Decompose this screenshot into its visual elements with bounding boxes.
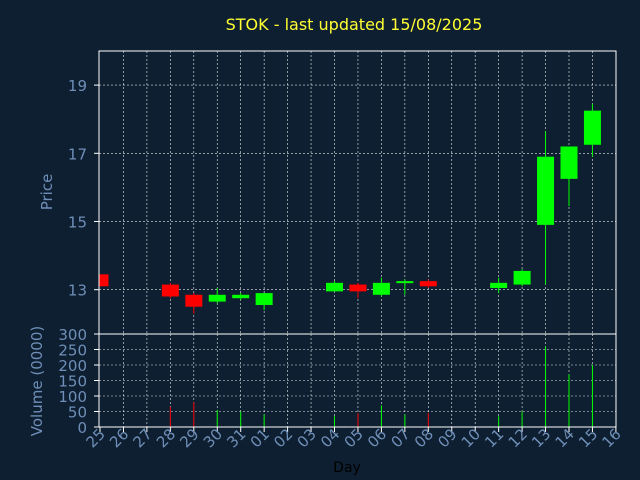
candle-body xyxy=(490,282,508,288)
candle-body xyxy=(560,146,578,179)
price-axis-label: Price xyxy=(38,174,56,211)
candle-body xyxy=(349,284,367,292)
volume-axis-label: Volume (0000) xyxy=(28,326,46,436)
x-tick-label: 10 xyxy=(458,425,484,451)
volume-tick-label: 50 xyxy=(68,404,87,422)
candle-body xyxy=(372,282,390,295)
x-tick-label: 14 xyxy=(552,425,578,451)
candle-body xyxy=(100,274,109,287)
volume-tick-label: 300 xyxy=(58,326,87,344)
price-ticks: 13 15 17 19 xyxy=(68,77,99,300)
candle-body xyxy=(326,282,343,292)
price-tick-label: 15 xyxy=(68,213,87,231)
candle-body xyxy=(513,270,531,285)
candle-body xyxy=(396,281,414,284)
price-tick-label: 13 xyxy=(68,282,87,300)
x-tick-label: 30 xyxy=(200,425,226,451)
x-tick-label: 15 xyxy=(575,425,601,451)
x-tick-label: 11 xyxy=(481,425,507,451)
candle-body xyxy=(232,294,250,299)
x-tick-label: 03 xyxy=(294,425,320,451)
candle-body xyxy=(419,281,437,287)
volume-tick-label: 0 xyxy=(77,419,87,437)
volume-tick-label: 200 xyxy=(58,357,87,375)
x-tick-label: 28 xyxy=(153,425,179,451)
x-tick-label: 31 xyxy=(223,425,249,451)
x-tick-label: 12 xyxy=(505,425,531,451)
price-tick-label: 19 xyxy=(68,77,87,95)
x-tick-label: 04 xyxy=(317,425,343,451)
candle-body xyxy=(208,294,226,302)
volume-tick-label: 150 xyxy=(58,373,87,391)
chart-title: STOK - last updated 15/08/2025 xyxy=(226,15,483,34)
volume-bars xyxy=(169,346,593,427)
candle-body xyxy=(185,294,203,307)
candles xyxy=(99,103,601,314)
x-axis-label: Day xyxy=(333,460,361,476)
x-tick-label: 05 xyxy=(341,425,367,451)
x-ticks: 2526272829303101020304050607080910111213… xyxy=(83,425,625,451)
x-tick-label: 06 xyxy=(364,425,390,451)
candle-body xyxy=(255,293,273,306)
x-tick-label: 16 xyxy=(598,425,624,451)
candle-body xyxy=(161,284,179,297)
volume-tick-label: 100 xyxy=(58,388,87,406)
candle-body xyxy=(583,110,601,145)
volume-tick-label: 250 xyxy=(58,342,87,360)
price-tick-label: 17 xyxy=(68,145,87,163)
x-tick-label: 27 xyxy=(129,425,155,451)
x-tick-label: 29 xyxy=(176,425,202,451)
x-tick-label: 08 xyxy=(411,425,437,451)
x-tick-label: 13 xyxy=(528,425,554,451)
x-tick-label: 26 xyxy=(106,425,132,451)
x-tick-label: 09 xyxy=(434,425,460,451)
x-tick-label: 01 xyxy=(247,425,273,451)
x-tick-label: 02 xyxy=(270,425,296,451)
x-tick-label: 07 xyxy=(387,425,413,451)
candle-body xyxy=(537,156,555,225)
